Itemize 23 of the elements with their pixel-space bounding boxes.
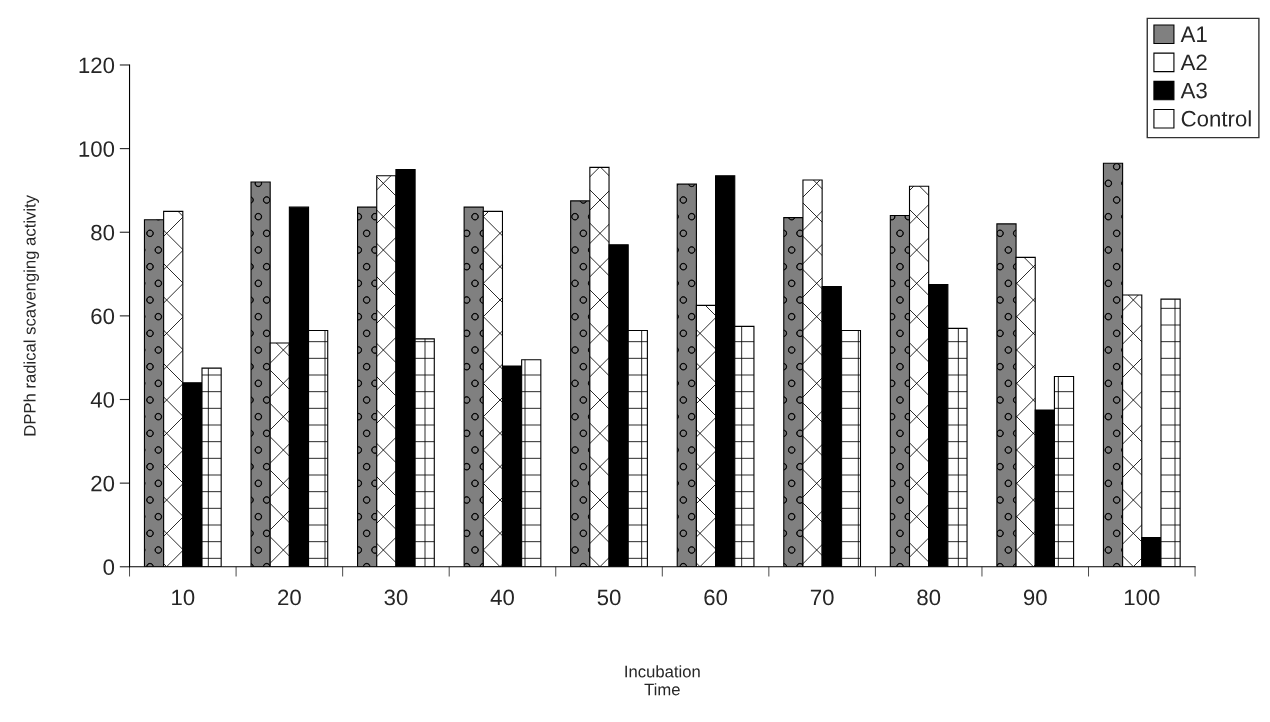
x-tick-label: 50 (597, 589, 621, 606)
x-tick-label: 20 (278, 589, 301, 606)
y-tick-label: 60 (91, 308, 115, 325)
legend-label: A2 (1180, 54, 1207, 71)
x-tick-label: 10 (172, 589, 195, 606)
legend-label: A1 (1180, 26, 1207, 42)
legend-label: A3 (1180, 82, 1207, 99)
y-axis-title: DPPh radical scavenging activity (23, 195, 39, 436)
y-tick-label: 100 (79, 141, 115, 157)
x-tick-label: 70 (810, 589, 834, 606)
y-tick-label: 120 (79, 57, 115, 74)
x-tick-label: 80 (917, 589, 941, 606)
x-tick-label: 100 (1124, 589, 1160, 606)
y-tick-label: 80 (91, 224, 115, 241)
x-tick-label: 40 (490, 589, 514, 606)
x-tick-label: 60 (704, 589, 728, 606)
y-tick-label: 40 (90, 392, 115, 408)
y-tick-label: 0 (103, 559, 115, 576)
x-axis-title: Incubation Time (625, 665, 700, 696)
legend-label: Control (1181, 110, 1251, 127)
x-tick-label: 90 (1023, 589, 1047, 606)
y-tick-label: 20 (91, 475, 115, 492)
x-tick-label: 30 (384, 589, 408, 606)
